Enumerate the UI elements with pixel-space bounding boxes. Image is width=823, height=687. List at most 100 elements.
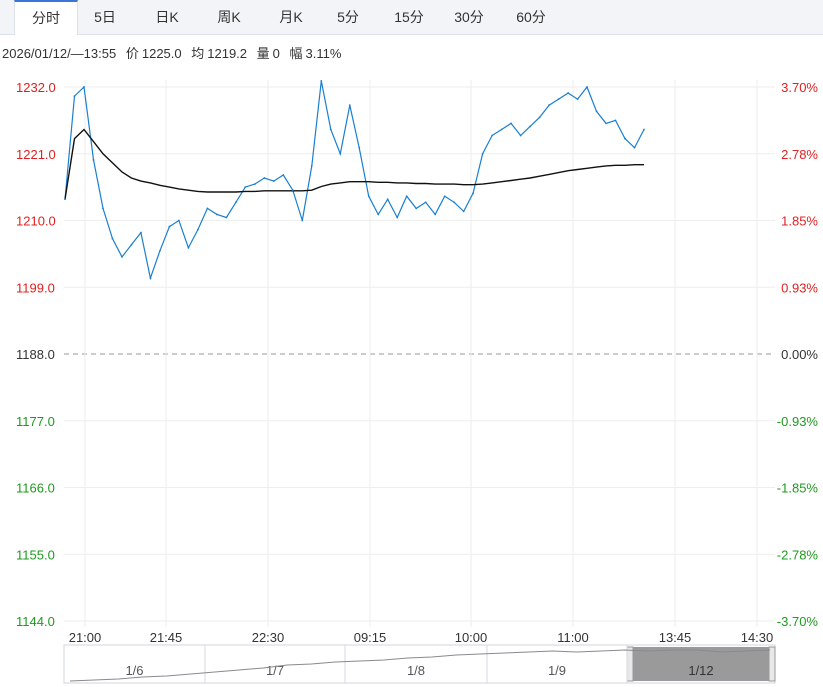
y-tick-label-right: 0.00% (781, 347, 818, 362)
price-point (405, 195, 408, 198)
y-tick-label-right: 2.78% (781, 147, 818, 162)
price-point (215, 213, 218, 216)
price-point (206, 207, 209, 210)
navigator-selection[interactable] (630, 647, 772, 681)
price-point (358, 146, 361, 149)
price-point (73, 95, 76, 98)
y-tick-label-right: 0.93% (781, 280, 818, 295)
tab-monthly-k[interactable]: 月K (279, 9, 303, 25)
price-point (149, 277, 152, 280)
price-point (130, 243, 133, 246)
price-point (576, 98, 579, 101)
price-point (301, 219, 304, 222)
x-tick-label: 21:00 (69, 630, 102, 645)
info-avg: 1219.2 (207, 46, 248, 61)
y-tick-label-left: 1155.0 (16, 547, 55, 562)
y-tick-label-left: 1232.0 (16, 80, 56, 95)
x-tick-label: 13:45 (659, 630, 692, 645)
price-point (424, 201, 427, 204)
tab-intraday[interactable]: 分时 (14, 0, 78, 35)
price-point (253, 183, 256, 185)
price-point (244, 186, 247, 189)
navigator-trend-line (69, 649, 771, 682)
price-point (557, 98, 560, 101)
navigator-handle-right[interactable] (768, 646, 776, 682)
price-point (92, 158, 95, 161)
y-tick-label-left: 1166.0 (16, 481, 55, 496)
price-point (83, 86, 85, 88)
price-point (348, 104, 351, 107)
price-point (595, 110, 598, 113)
y-tick-label-right: -1.85% (777, 481, 819, 496)
price-point (225, 216, 228, 219)
price-point (187, 246, 190, 249)
navigator-day-label: 1/6 (125, 663, 143, 678)
price-point (529, 125, 531, 128)
price-point (614, 119, 617, 122)
info-price-label: 价 (125, 46, 139, 61)
price-point (586, 86, 588, 88)
price-point (102, 207, 104, 210)
navigator-handle-left[interactable] (626, 646, 634, 682)
price-point (320, 80, 323, 82)
y-tick-label-left: 1221.0 (16, 147, 56, 162)
price-point (510, 122, 513, 125)
price-point (263, 177, 266, 179)
price-point (605, 122, 607, 125)
y-tick-label-left: 1188.0 (16, 347, 55, 362)
price-point (443, 195, 446, 198)
price-point (415, 207, 418, 210)
price-point (500, 128, 503, 131)
period-tab-bar: 分时 5日 日K 周K 月K 5分 15分 30分 60分 (0, 0, 823, 35)
x-tick-label: 14:30 (741, 630, 774, 645)
x-tick-label: 10:00 (455, 630, 488, 645)
price-point (633, 146, 636, 149)
price-point (643, 128, 645, 131)
price-point (178, 219, 180, 222)
info-volume: 0 (272, 46, 280, 61)
price-point (282, 174, 285, 176)
navigator-day-label: 1/8 (407, 663, 425, 678)
price-line (64, 80, 645, 281)
price-point (367, 195, 370, 198)
price-point (159, 249, 161, 252)
info-volume-label: 量 (256, 46, 270, 61)
price-point (386, 198, 389, 201)
info-price: 1225.0 (141, 46, 182, 61)
average-price-line (64, 128, 644, 200)
price-point (434, 213, 437, 216)
price-point (377, 213, 380, 216)
price-point (396, 216, 399, 219)
price-point (196, 228, 199, 231)
x-tick-label: 09:15 (354, 630, 387, 645)
tab-5-day[interactable]: 5日 (94, 9, 116, 25)
price-point (140, 231, 142, 234)
price-point (121, 256, 123, 258)
tab-60-min[interactable]: 60分 (516, 9, 546, 25)
price-point (538, 116, 541, 119)
tab-daily-k[interactable]: 日K (155, 9, 179, 25)
price-point (111, 237, 114, 240)
tab-15-min[interactable]: 15分 (394, 9, 424, 25)
y-tick-label-left: 1210.0 (16, 214, 56, 229)
price-point (481, 152, 484, 155)
info-change-label: 幅 (289, 46, 303, 61)
tab-weekly-k[interactable]: 周K (217, 9, 241, 25)
info-change: 3.11% (305, 46, 342, 61)
y-tick-label-right: -0.93% (777, 414, 819, 429)
price-point (329, 128, 332, 131)
tab-5-min[interactable]: 5分 (337, 9, 359, 25)
price-point (234, 201, 237, 204)
y-tick-label-right: 3.70% (781, 80, 818, 95)
y-tick-label-left: 1199.0 (16, 280, 55, 295)
price-point (272, 180, 275, 182)
tab-30-min[interactable]: 30分 (454, 9, 484, 25)
y-tick-label-left: 1177.0 (16, 414, 55, 429)
price-point (453, 201, 456, 204)
price-point (310, 164, 313, 167)
y-tick-label-right: 1.85% (781, 214, 818, 229)
x-tick-label: 22:30 (252, 630, 285, 645)
navigator-day-label: 1/9 (548, 663, 566, 678)
